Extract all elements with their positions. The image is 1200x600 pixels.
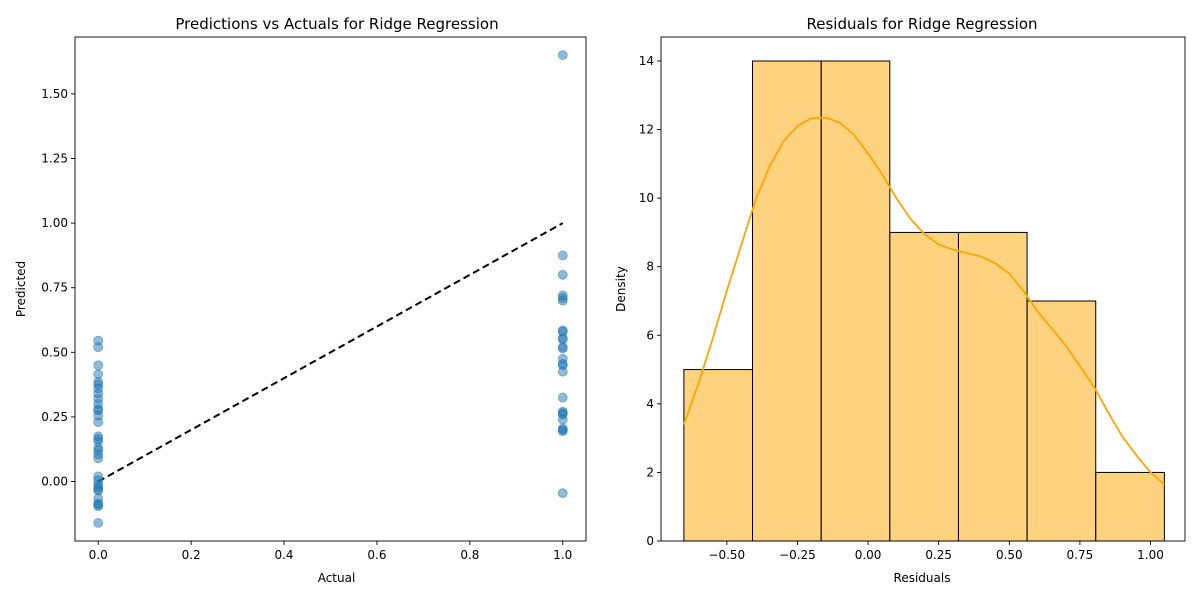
- scatter-point: [557, 269, 568, 280]
- histogram-x-tick-label: −0.25: [779, 548, 816, 562]
- scatter-y-label: Predicted: [14, 261, 28, 317]
- scatter-point: [93, 501, 104, 512]
- histogram-x-label: Residuals: [894, 571, 951, 585]
- scatter-y-tick-label: 0.75: [41, 281, 68, 295]
- histogram-x-tick-label: −0.50: [708, 548, 745, 562]
- scatter-point: [93, 360, 104, 371]
- histogram-y-tick-label: 8: [646, 260, 654, 274]
- scatter-frame: [74, 36, 587, 542]
- histogram-panel: Residuals for Ridge Regression 0 2 4 6 8 10 12…: [614, 15, 1186, 585]
- kde-curve: [683, 116, 1165, 486]
- scatter-y-tick-label: 1.00: [41, 216, 68, 230]
- histogram-x-tick-label: 1.00: [1137, 548, 1164, 562]
- scatter-y-tick-label: 1.50: [41, 87, 68, 101]
- scatter-point: [557, 426, 568, 437]
- scatter-point: [557, 414, 568, 425]
- scatter-x-tick-label: 0.8: [460, 548, 479, 562]
- histogram-bars: [683, 60, 1165, 542]
- scatter-x-label: Actual: [318, 571, 356, 585]
- scatter-panel: Predictions vs Actuals for Ridge Regress…: [14, 15, 587, 585]
- histogram-title: Residuals for Ridge Regression: [807, 15, 1038, 33]
- scatter-point: [557, 366, 568, 377]
- reference-line: [97, 222, 564, 483]
- histogram-y-tick-label: 12: [639, 123, 654, 137]
- scatter-point: [93, 453, 104, 464]
- scatter-x-tick-label: 0.6: [367, 548, 386, 562]
- histogram-x-tick-label: 0.25: [925, 548, 952, 562]
- scatter-x-tick-label: 1.0: [553, 548, 572, 562]
- scatter-point: [557, 343, 568, 354]
- histogram-y-ticks: 0 2 4 6 8 10 12 14: [639, 54, 661, 548]
- histogram-y-tick-label: 2: [646, 465, 654, 479]
- histogram-bar: [957, 231, 1028, 542]
- histogram-y-tick-label: 10: [639, 191, 654, 205]
- scatter-y-ticks: 0.00 0.25 0.50 0.75 1.00 1.25 1.50: [41, 87, 75, 489]
- scatter-x-tick-label: 0.4: [274, 548, 293, 562]
- scatter-y-tick-label: 1.25: [41, 151, 68, 165]
- scatter-point: [557, 488, 568, 499]
- scatter-y-tick-label: 0.25: [41, 410, 68, 424]
- scatter-point: [93, 417, 104, 428]
- histogram-y-tick-label: 14: [639, 54, 654, 68]
- histogram-y-label: Density: [614, 266, 628, 312]
- histogram-y-tick-label: 4: [646, 397, 654, 411]
- scatter-y-tick-label: 0.50: [41, 345, 68, 359]
- scatter-x-tick-label: 0.2: [182, 548, 201, 562]
- scatter-x-tick-label: 0.0: [89, 548, 108, 562]
- histogram-bar: [752, 60, 822, 542]
- histogram-x-tick-label: 0.75: [1067, 548, 1094, 562]
- histogram-bar: [1095, 471, 1165, 542]
- scatter-point: [557, 250, 568, 261]
- histogram-bar: [1026, 300, 1097, 542]
- scatter-title: Predictions vs Actuals for Ridge Regress…: [175, 15, 498, 33]
- histogram-bar: [683, 369, 754, 542]
- scatter-x-ticks: 0.0 0.2 0.4 0.6 0.8 1.0: [89, 541, 572, 562]
- scatter-point: [557, 50, 568, 60]
- histogram-x-tick-label: 0.50: [996, 548, 1023, 562]
- scatter-plot-area: [75, 37, 586, 541]
- scatter-points: [93, 50, 568, 528]
- histogram-x-ticks: −0.50 −0.25 0.00 0.25 0.50 0.75 1.00: [708, 541, 1164, 562]
- histogram-y-tick-label: 6: [646, 328, 654, 342]
- scatter-point: [93, 342, 104, 353]
- histogram-x-tick-label: 0.00: [855, 548, 882, 562]
- histogram-y-tick-label: 0: [646, 534, 654, 548]
- scatter-y-tick-label: 0.00: [41, 475, 68, 489]
- histogram-bar: [889, 231, 959, 542]
- histogram-frame: [660, 36, 1186, 542]
- scatter-point: [557, 392, 568, 403]
- scatter-point: [557, 295, 568, 306]
- scatter-point: [93, 518, 104, 528]
- histogram-bar: [820, 60, 891, 542]
